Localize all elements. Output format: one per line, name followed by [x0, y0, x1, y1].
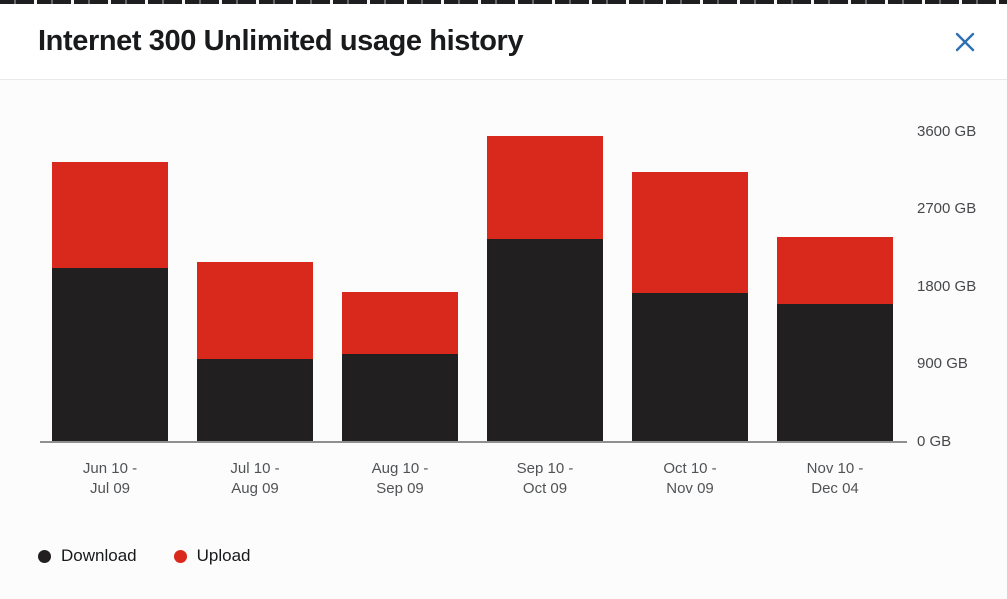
- chart-legend: Download Upload: [38, 546, 250, 566]
- download-swatch-icon: [38, 549, 51, 563]
- bar-oct-upload[interactable]: [632, 172, 748, 293]
- bar-nov-upload[interactable]: [777, 237, 893, 304]
- bar-jun-download[interactable]: [52, 268, 168, 441]
- x-axis-label-oct: Oct 10 - Nov 09: [663, 460, 717, 497]
- x-axis-label-jun: Jun 10 - Jul 09: [82, 460, 138, 497]
- bar-oct-download[interactable]: [632, 293, 748, 441]
- upload-swatch-icon: [173, 549, 187, 563]
- x-axis-label-nov: Nov 10 - Dec 04: [806, 460, 864, 497]
- legend-item-download: Download: [38, 546, 137, 566]
- y-axis-tick-0: 0 GB: [917, 433, 952, 450]
- background-page-clipped-content: [0, 0, 1007, 4]
- bar-jul-download[interactable]: [197, 359, 313, 441]
- close-icon: [955, 32, 975, 51]
- bar-aug-upload[interactable]: [342, 292, 458, 354]
- legend-item-upload: Upload: [173, 546, 251, 566]
- bar-aug-download[interactable]: [342, 354, 458, 441]
- y-axis-tick-1800: 1800 GB: [917, 278, 977, 295]
- bar-sep-download[interactable]: [487, 239, 603, 441]
- close-button[interactable]: [945, 22, 985, 62]
- bar-jul-upload[interactable]: [197, 262, 313, 359]
- y-axis-tick-2700: 2700 GB: [917, 200, 977, 217]
- x-axis-line: [40, 441, 907, 443]
- bar-nov-download[interactable]: [777, 304, 893, 441]
- legend-label-upload: Upload: [196, 546, 251, 565]
- x-axis-label-aug: Aug 10 - Sep 09: [371, 460, 429, 497]
- bar-sep-upload[interactable]: [487, 136, 603, 239]
- x-axis-label-sep: Sep 10 - Oct 09: [516, 460, 574, 497]
- legend-label-download: Download: [61, 546, 137, 565]
- y-axis-tick-900: 900 GB: [917, 355, 968, 372]
- x-axis-label-jul: Jul 10 - Aug 09: [230, 460, 280, 497]
- y-axis-tick-3600: 3600 GB: [917, 123, 977, 140]
- modal-title: Internet 300 Unlimited usage history: [38, 25, 524, 57]
- modal-header: Internet 300 Unlimited usage history: [0, 4, 1007, 80]
- bar-jun-upload[interactable]: [52, 162, 168, 268]
